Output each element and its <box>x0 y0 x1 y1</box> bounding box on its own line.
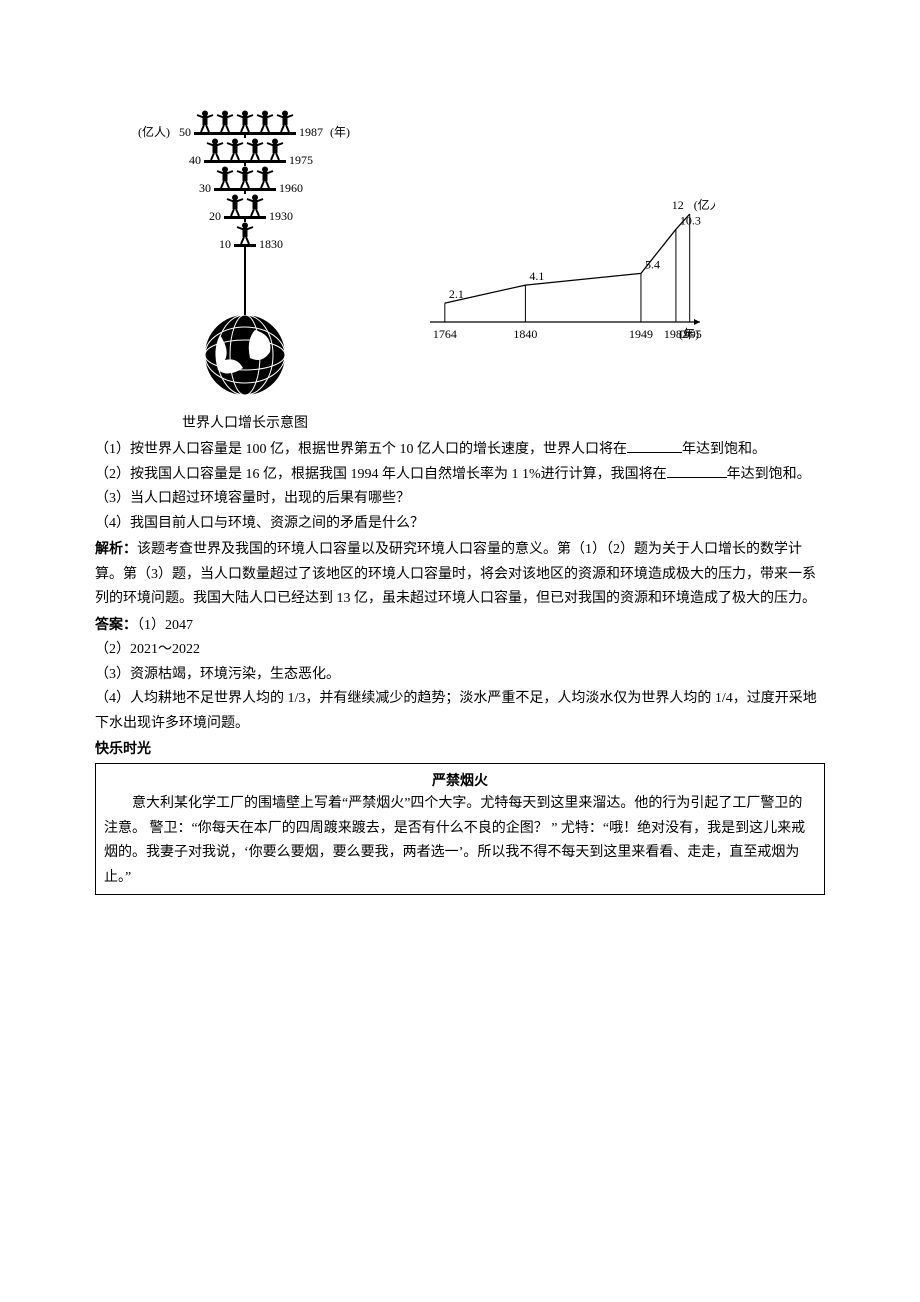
svg-text:(亿人): (亿人) <box>138 124 170 139</box>
china-population-svg: 17642.118404.119495.4198210.3199512(亿人)(… <box>415 190 715 350</box>
answer-block: 答案：（1）2047 <box>95 612 825 639</box>
answer-label: 答案： <box>95 616 137 632</box>
svg-text:50: 50 <box>179 125 191 139</box>
world-population-figure: 50 1987 40 1975 30 1960 20 1930 10 1830 (亿人) (年) <box>135 100 355 410</box>
answer-1: （1）2047 <box>137 618 193 633</box>
svg-text:1830: 1830 <box>259 237 283 251</box>
svg-text:30: 30 <box>199 181 211 195</box>
answer-4: （4）人均耕地不足世界人均的 1/3，并有继续减少的趋势；淡水严重不足，人均淡水… <box>95 687 825 736</box>
svg-text:2.1: 2.1 <box>449 287 464 301</box>
story-box: 严禁烟火 意大利某化学工厂的围墙壁上写着“严禁烟火”四个大字。尤特每天到这里来溜… <box>95 763 825 896</box>
svg-text:(亿人): (亿人) <box>694 197 715 212</box>
svg-text:5.4: 5.4 <box>645 257 660 271</box>
china-population-chart: 17642.118404.119495.4198210.3199512(亿人)(… <box>415 190 715 360</box>
svg-text:1949: 1949 <box>629 327 653 341</box>
svg-text:1987: 1987 <box>299 125 323 139</box>
svg-text:10.3: 10.3 <box>680 213 701 227</box>
q2-text-b: 年达到饱和。 <box>727 467 811 482</box>
q1-blank <box>627 438 682 453</box>
svg-text:1764: 1764 <box>433 327 457 341</box>
q2-text-a: （2）按我国人口容量是 16 亿，根据我国 1994 年人口自然增长率为 1 1… <box>95 467 667 482</box>
figure-caption: 世界人口增长示意图 <box>135 412 355 437</box>
answer-2: （2）2021～2022 <box>95 638 825 663</box>
population-pyramid-svg: 50 1987 40 1975 30 1960 20 1930 10 1830 (亿人) (年) <box>135 100 355 400</box>
q1-text-b: 年达到饱和。 <box>682 442 766 457</box>
svg-text:40: 40 <box>189 153 201 167</box>
q2-blank <box>667 463 727 478</box>
analysis-label: 解析： <box>95 540 137 556</box>
svg-text:1840: 1840 <box>513 327 537 341</box>
svg-text:1960: 1960 <box>279 181 303 195</box>
question-2: （2）按我国人口容量是 16 亿，根据我国 1994 年人口自然增长率为 1 1… <box>95 463 825 488</box>
analysis-text: 该题考查世界及我国的环境人口容量以及研究环境人口容量的意义。第（1）（2）题为关… <box>95 542 816 606</box>
q1-text-a: （1）按世界人口容量是 100 亿，根据世界第五个 10 亿人口的增长速度，世界… <box>95 442 627 457</box>
question-1: （1）按世界人口容量是 100 亿，根据世界第五个 10 亿人口的增长速度，世界… <box>95 438 825 463</box>
svg-text:4.1: 4.1 <box>529 269 544 283</box>
analysis-block: 解析：该题考查世界及我国的环境人口容量以及研究环境人口容量的意义。第（1）（2）… <box>95 536 825 612</box>
svg-text:(年): (年) <box>679 327 699 341</box>
svg-text:1975: 1975 <box>289 153 313 167</box>
story-title: 严禁烟火 <box>104 768 816 793</box>
svg-text:10: 10 <box>219 237 231 251</box>
svg-text:(年): (年) <box>330 125 350 139</box>
svg-text:1930: 1930 <box>269 209 293 223</box>
happy-time-label: 快乐时光 <box>95 736 825 761</box>
story-body: 意大利某化学工厂的围墙壁上写着“严禁烟火”四个大字。尤特每天到这里来溜达。他的行… <box>104 792 816 890</box>
question-3: （3）当人口超过环境容量时，出现的后果有哪些？ <box>95 487 825 512</box>
question-4: （4）我国目前人口与环境、资源之间的矛盾是什么？ <box>95 512 825 537</box>
svg-text:12: 12 <box>672 198 684 212</box>
answer-3: （3）资源枯竭，环境污染，生态恶化。 <box>95 663 825 688</box>
svg-text:20: 20 <box>209 209 221 223</box>
